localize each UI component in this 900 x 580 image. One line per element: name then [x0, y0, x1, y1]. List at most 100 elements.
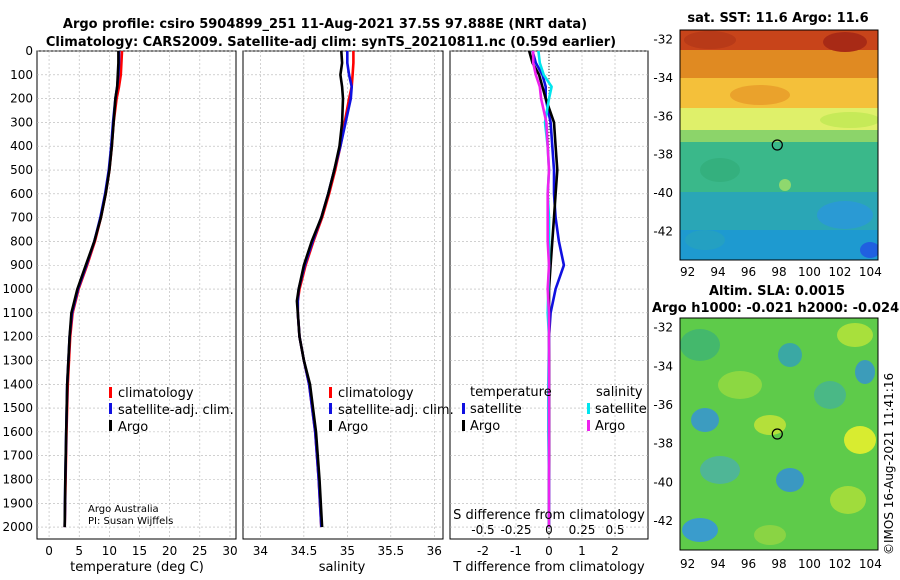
x-tick-label: 20 — [162, 544, 177, 558]
map-lon-tick-label: 104 — [859, 557, 882, 571]
map-lon-tick-label: 102 — [828, 557, 851, 571]
depth-tick-label: 700 — [10, 211, 33, 225]
map-lat-tick-label: -36 — [653, 398, 673, 412]
legend-swatch-climatology — [109, 387, 112, 398]
map-lat-tick-label: -42 — [653, 224, 673, 238]
legend-label-t-satellite: satellite — [470, 402, 522, 417]
temperature-panel — [36, 50, 237, 540]
x-tick-label: 36 — [427, 544, 442, 558]
sla-map-frame — [679, 317, 879, 551]
legend-label-t-argo: Argo — [470, 419, 500, 434]
depth-tick-label: 0 — [25, 44, 33, 58]
s-diff-tick-label: 0.25 — [569, 523, 596, 537]
credit-line1: Argo Australia — [88, 504, 159, 515]
legend-swatch-argo — [109, 420, 112, 431]
legend-label-climatology: climatology — [118, 386, 194, 401]
series-line-argo — [63, 51, 120, 528]
salinity-legend: climatology satellite-adj. clim. Argo — [329, 386, 454, 435]
legend-label-climatology: climatology — [338, 386, 414, 401]
depth-tick-label: 1000 — [2, 282, 33, 296]
depth-tick-label: 400 — [10, 139, 33, 153]
depth-tick-label: 1100 — [2, 306, 33, 320]
x-tick-label: 0 — [545, 544, 553, 558]
depth-tick-label: 500 — [10, 163, 33, 177]
map-lat-tick-label: -34 — [653, 359, 673, 373]
depth-tick-label: 1700 — [2, 449, 33, 463]
map-lon-tick-label: 100 — [798, 265, 821, 279]
legend-swatch-satellite-adj — [109, 403, 112, 414]
map-lon-tick-label: 102 — [828, 265, 851, 279]
legend-swatch-t-satellite — [462, 403, 465, 414]
s-diff-tick-label: -0.5 — [471, 523, 494, 537]
depth-tick-label: 1900 — [2, 496, 33, 510]
s-diff-tick-label: 0.5 — [605, 523, 624, 537]
map-lat-tick-label: -38 — [653, 148, 673, 162]
legend-swatch-s-argo — [587, 420, 590, 431]
map-lon-tick-label: 96 — [741, 265, 756, 279]
map-lon-tick-label: 100 — [798, 557, 821, 571]
depth-tick-label: 900 — [10, 258, 33, 272]
legend-label-s-satellite: satellite — [595, 402, 647, 417]
depth-tick-label: 1400 — [2, 377, 33, 391]
x-tick-label: 35.5 — [377, 544, 404, 558]
series-line-s-argo — [531, 51, 551, 528]
map-lon-tick-label: 98 — [771, 265, 786, 279]
x-tick-label: 10 — [102, 544, 117, 558]
legend-title-salinity: salinity — [596, 385, 643, 400]
temperature-legend: climatology satellite-adj. clim. Argo — [109, 386, 234, 435]
legend-label-argo: Argo — [338, 420, 368, 435]
figure-title-line1: Argo profile: csiro 5904899_251 11-Aug-2… — [63, 17, 587, 32]
map-lon-tick-label: 92 — [680, 265, 695, 279]
credit-line2: PI: Susan Wijffels — [88, 516, 173, 527]
map-lat-tick-label: -36 — [653, 109, 673, 123]
salinity-axis-label: salinity — [319, 560, 366, 575]
sst-map-frame — [679, 29, 879, 261]
legend-label-s-argo: Argo — [595, 419, 625, 434]
depth-tick-label: 1800 — [2, 472, 33, 486]
x-tick-label: 2 — [611, 544, 619, 558]
map-lon-tick-label: 94 — [710, 557, 725, 571]
legend-label-argo: Argo — [118, 420, 148, 435]
depth-tick-label: 300 — [10, 115, 33, 129]
map-lat-tick-label: -34 — [653, 71, 673, 85]
map-lat-tick-label: -32 — [653, 33, 673, 47]
x-tick-label: 30 — [222, 544, 237, 558]
temperature-axis-label: temperature (deg C) — [70, 560, 204, 575]
legend-swatch-argo — [329, 420, 332, 431]
depth-tick-label: 1200 — [2, 330, 33, 344]
sst-map — [680, 30, 878, 260]
x-tick-label: 34 — [253, 544, 268, 558]
x-tick-label: 34.5 — [291, 544, 318, 558]
sla-map — [680, 318, 878, 550]
legend-swatch-s-satellite — [587, 403, 590, 414]
map-lat-tick-label: -32 — [653, 321, 673, 335]
s-difference-axis-label: S difference from climatology — [453, 508, 645, 523]
legend-swatch-satellite-adj — [329, 403, 332, 414]
map-lat-tick-label: -42 — [653, 514, 673, 528]
series-line-argo — [295, 50, 345, 528]
x-tick-label: -2 — [477, 544, 489, 558]
depth-tick-label: 1500 — [2, 401, 33, 415]
sst-map-title: sat. SST: 11.6 Argo: 11.6 — [687, 11, 868, 26]
sla-map-title-line2: Argo h1000: -0.021 h2000: -0.024 — [652, 301, 899, 316]
s-diff-tick-label: 0 — [545, 523, 553, 537]
depth-tick-label: 100 — [10, 68, 33, 82]
figure-title-line2: Climatology: CARS2009. Satellite-adj cli… — [46, 35, 616, 50]
imos-timestamp: ©IMOS 16-Aug-2021 11:41:16 — [882, 373, 896, 555]
legend-label-satellite-adj: satellite-adj. clim. — [338, 403, 454, 418]
depth-tick-label: 1600 — [2, 425, 33, 439]
map-lon-tick-label: 96 — [741, 557, 756, 571]
difference-legend: temperature salinity satellite Argo sate… — [462, 385, 647, 434]
legend-title-temperature: temperature — [470, 385, 552, 400]
x-tick-label: -1 — [510, 544, 522, 558]
sla-argo-location-marker — [771, 428, 783, 440]
map-lat-tick-label: -38 — [653, 437, 673, 451]
depth-tick-label: 800 — [10, 234, 33, 248]
x-tick-label: 0 — [45, 544, 53, 558]
legend-swatch-climatology — [329, 387, 332, 398]
sst-argo-location-marker — [771, 139, 783, 151]
x-tick-label: 15 — [132, 544, 147, 558]
map-lon-tick-label: 98 — [771, 557, 786, 571]
s-diff-tick-label: -0.25 — [500, 523, 531, 537]
